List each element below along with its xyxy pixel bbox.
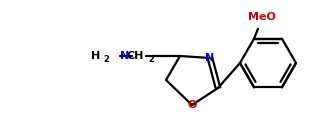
Text: H: H [91,51,100,61]
Text: MeO: MeO [248,12,276,22]
Text: 2: 2 [103,54,109,64]
Text: O: O [187,100,197,110]
Text: N: N [205,53,215,63]
Text: CH: CH [127,51,144,61]
Text: 2: 2 [148,54,154,64]
Text: N: N [120,51,129,61]
